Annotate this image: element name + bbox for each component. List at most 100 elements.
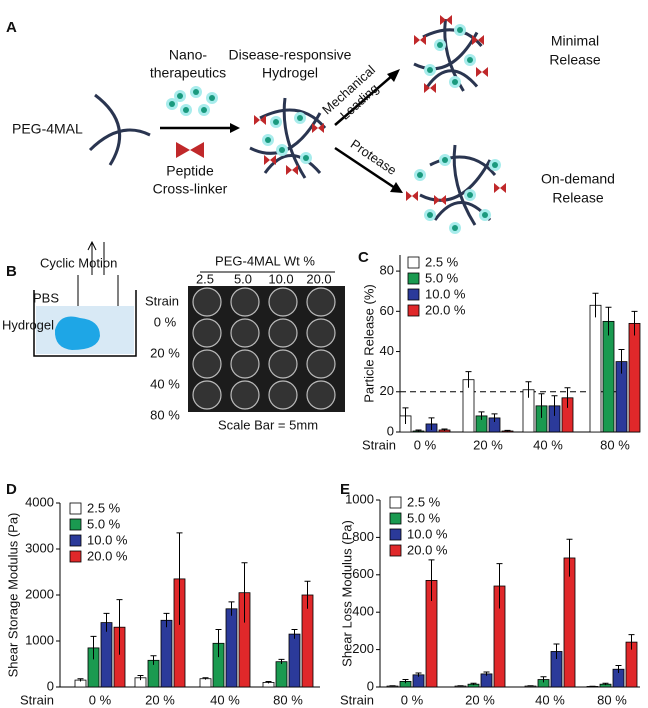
column-label: 2.5 [196,271,214,286]
error-bar [457,685,464,687]
network-strand [259,108,327,129]
arrow-head [230,123,240,133]
x-tick-label: 20 % [145,692,175,707]
error-bar [605,306,612,336]
crosslinker [264,155,270,165]
arrow [334,146,396,190]
crosslinker [406,191,412,201]
x-tick-label: 40 % [533,437,563,452]
legend-swatch [389,496,402,509]
y-tick-label: 60 [380,303,394,318]
error-bar [527,685,534,687]
particle-core [492,162,498,168]
row-title: Strain [145,293,179,308]
well [268,318,298,348]
crosslinker [440,195,446,205]
bar [199,678,212,688]
x-tick-label: 80 % [600,437,630,452]
crosslinker [312,123,318,133]
error-bar [415,429,422,432]
error-bar [628,634,635,650]
error-bar [150,655,157,665]
column-label: 20.0 [306,271,331,286]
y-tick-label: 1000 [25,632,54,647]
bar [288,633,301,688]
minimal-label: Release [549,52,601,68]
y-tick-label: 0 [367,678,374,693]
crosslinker [440,15,446,25]
panel-letter: B [6,263,17,280]
particle-core [457,27,463,33]
error-bar [470,682,477,686]
y-tick-label: 0 [387,423,394,438]
error-bar [551,395,558,416]
error-bar [602,682,609,686]
well [230,287,260,317]
polymer-strand [88,128,151,152]
well [268,349,298,379]
error-bar [465,371,472,388]
crosslinker [500,183,506,193]
particle-core [177,93,183,99]
crosslinker [476,67,482,77]
bar [589,304,602,433]
table-header: PEG-4MAL Wt % [215,253,315,268]
particle-core [417,172,423,178]
row-label: 40 % [150,376,180,391]
hydrogel-blob [54,316,100,350]
particle-core [303,155,309,161]
error-bar [564,387,571,408]
y-tick-label: 400 [352,604,374,619]
panel-letter: D [6,481,17,498]
panel-letter: C [358,249,369,266]
error-bar [615,664,622,673]
particle-core [183,107,189,113]
legend-label: 10.0 % [425,286,466,301]
error-bar [202,677,209,680]
minimal-label: Minimal [551,33,599,49]
error-bar [402,407,409,424]
y-tick-label: 4000 [25,494,54,509]
y-tick-label: 800 [352,529,374,544]
error-bar [402,679,409,684]
strain-label: Strain [362,437,396,452]
column-label: 10.0 [268,271,293,286]
well [230,380,260,410]
x-tick-label: 0 % [89,692,112,707]
hydrogel-label: Hydrogel [262,65,318,81]
particle-core [467,57,473,63]
error-bar [592,292,599,318]
network-strand [429,155,497,176]
beaker [33,290,137,357]
network-strand [419,159,492,202]
bar [480,673,493,688]
error-bar [428,559,435,601]
well [306,318,336,348]
crosslinker-icon [190,142,204,158]
particle-core [297,115,303,121]
legend-swatch [389,544,402,557]
y-axis-label: Shear Loss Modulus (Pa) [339,520,354,667]
hydrogel-label: Hydrogel [2,317,54,332]
legend-label: 5.0 % [425,270,459,285]
arrow-head [390,182,403,193]
particle-core [427,212,433,218]
legend-label: 20.0 % [407,542,448,557]
row-label: 80 % [150,407,180,422]
y-tick-label: 200 [352,641,374,656]
x-tick-label: 80 % [597,692,627,707]
particle-core [265,137,271,143]
legend-swatch [69,518,82,531]
crosslinker [434,195,440,205]
column-label: 5.0 [234,271,252,286]
well [230,349,260,379]
error-bar [90,635,97,660]
particle-core [201,107,207,113]
crosslinker [412,191,418,201]
legend-swatch [389,512,402,525]
error-bar [631,310,638,336]
y-tick-label: 40 [380,343,394,358]
error-bar [265,680,272,684]
error-bar [228,601,235,616]
